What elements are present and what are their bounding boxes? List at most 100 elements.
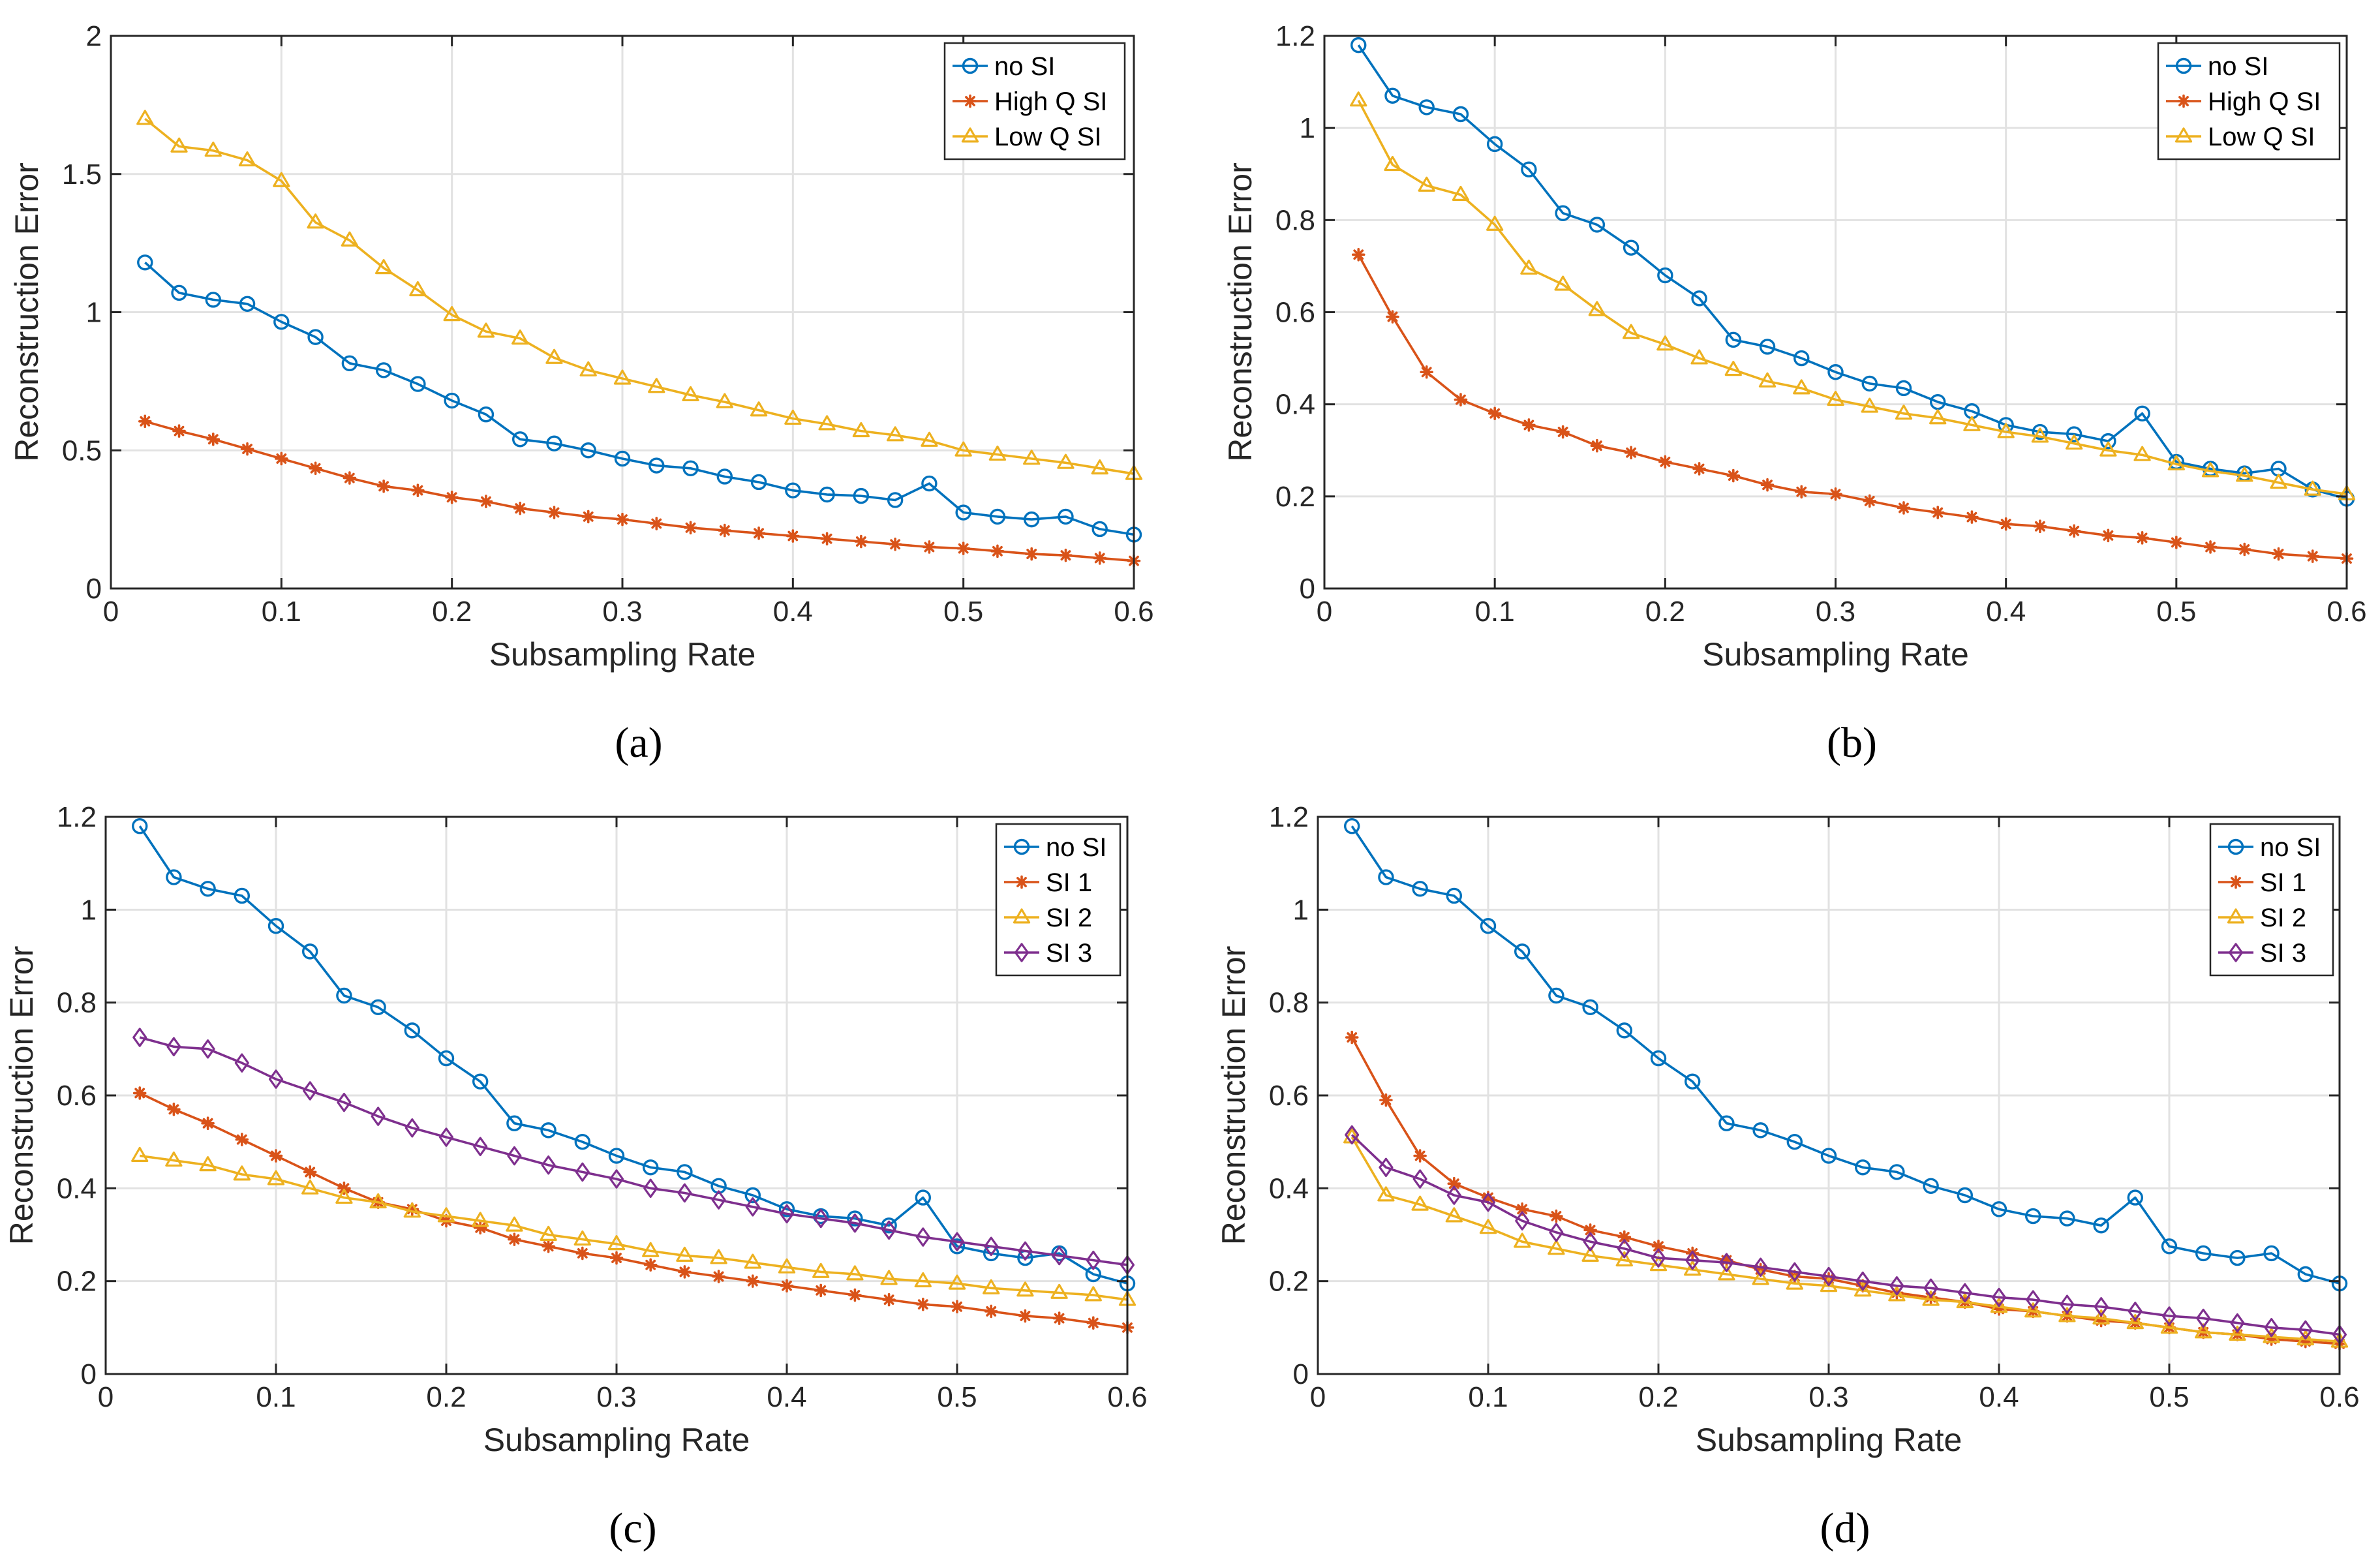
data-point [206, 433, 221, 446]
data-point [989, 508, 1006, 525]
data-point [275, 451, 288, 466]
data-point [1889, 1276, 1904, 1296]
data-point [1581, 1246, 1599, 1262]
data-point [507, 1146, 522, 1166]
data-point [1057, 453, 1075, 469]
data-point [2160, 1319, 2178, 1334]
legend-label: no SI [2208, 52, 2268, 81]
data-point [444, 392, 460, 409]
data-point [2263, 1328, 2280, 1343]
data-point [2133, 446, 2151, 461]
legend-label: no SI [994, 52, 1055, 81]
data-point [949, 1232, 965, 1251]
x-tick-label: 0.4 [773, 596, 813, 628]
x-tick-label: 0.6 [1114, 596, 1153, 628]
data-point [303, 1081, 318, 1101]
data-point [1452, 106, 1469, 123]
data-point [778, 1258, 796, 1274]
data-point [1521, 161, 1537, 177]
data-point [234, 1053, 249, 1073]
data-point [341, 231, 359, 247]
data-point [1719, 1253, 1734, 1272]
data-point [2126, 1314, 2144, 1330]
data-point [1583, 1223, 1597, 1237]
data-point [916, 1297, 930, 1311]
data-point [950, 1300, 964, 1314]
data-point [914, 1272, 932, 1288]
data-point [648, 457, 665, 474]
data-point [1583, 1232, 1598, 1251]
x-tick-label: 0 [98, 1381, 114, 1413]
data-point [818, 415, 836, 431]
data-point [1050, 1283, 1068, 1299]
data-point [1086, 1250, 1101, 1270]
data-point [369, 1193, 387, 1209]
y-tick-label: 0 [1293, 1358, 1309, 1390]
x-tick-label: 0.2 [426, 1381, 466, 1413]
data-point [404, 1022, 420, 1039]
data-point [131, 818, 148, 834]
data-point [170, 137, 188, 153]
data-point [820, 532, 834, 546]
data-point [404, 1118, 420, 1138]
data-point [1093, 551, 1107, 565]
x-axis-label: Subsampling Rate [483, 1422, 750, 1458]
data-point [2101, 528, 2115, 543]
series-no-si [137, 254, 1142, 543]
data-point [335, 1188, 353, 1204]
y-tick-label: 0.8 [1275, 204, 1315, 236]
data-point [2065, 434, 2083, 450]
data-point [1091, 459, 1108, 475]
data-point [716, 468, 733, 485]
data-point [1990, 1298, 2008, 1313]
data-point [1556, 425, 1570, 439]
data-point [2026, 1290, 2041, 1309]
data-point [609, 1169, 624, 1189]
data-point [1759, 339, 1776, 355]
data-point [915, 1227, 930, 1247]
data-point [1486, 136, 1503, 153]
data-point [580, 442, 596, 459]
data-point [682, 460, 699, 476]
data-point [948, 1274, 966, 1290]
data-point [1793, 350, 1810, 367]
data-point [649, 517, 664, 530]
data-point [1452, 185, 1470, 201]
data-point [512, 431, 528, 448]
data-point [881, 1217, 897, 1234]
data-point [1724, 361, 1742, 376]
chart-panel-2: 0 0.1 0.2 0.3 0.4 0.5 0.6 0 0.2 0.4 0.6 0.8 1 1.2 Subs… [3, 801, 1148, 1552]
legend-marker [2229, 875, 2243, 889]
data-point [921, 431, 938, 447]
x-tick-label: 0 [1310, 1381, 1326, 1413]
data-point [1016, 1281, 1034, 1297]
data-point [1589, 217, 1606, 233]
y-tick-label: 0.5 [62, 435, 102, 466]
data-point [303, 1165, 317, 1179]
x-tick-label: 0.1 [1468, 1381, 1508, 1413]
chart-panel-0: 0 0.1 0.2 0.3 0.4 0.5 0.6 0 0.5 1 1.5 2 Subsampling … [8, 20, 1154, 767]
data-point [511, 329, 529, 345]
data-point [1760, 478, 1775, 492]
data-point [1685, 1250, 1700, 1270]
data-point [676, 1246, 694, 1262]
data-point [540, 1225, 557, 1241]
data-point [2272, 547, 2285, 561]
data-point [2304, 480, 2321, 496]
data-point [171, 284, 187, 301]
data-point [2094, 1313, 2108, 1328]
data-point [2127, 1189, 2144, 1206]
legend-marker [961, 127, 979, 143]
data-point [648, 378, 665, 393]
data-point [1923, 1178, 1939, 1194]
data-point [166, 869, 182, 885]
x-axis-label: Subsampling Rate [489, 636, 756, 673]
data-point [718, 523, 732, 538]
data-point [479, 495, 493, 508]
data-point [2094, 1297, 2109, 1317]
data-point [1548, 1240, 1565, 1255]
data-point [1991, 1201, 2007, 1217]
data-point [1863, 494, 1877, 508]
data-point [376, 480, 391, 493]
data-point [1758, 372, 1777, 388]
